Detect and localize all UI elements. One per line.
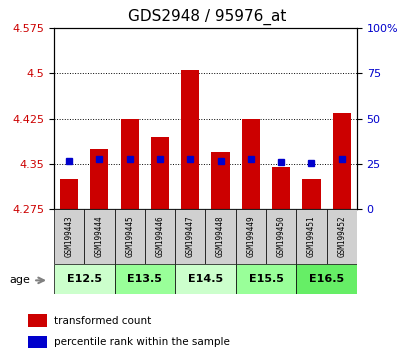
Bar	[151, 137, 169, 209]
Text: transformed count: transformed count	[54, 316, 151, 326]
Bar	[236, 209, 266, 264]
Bar	[296, 264, 357, 294]
Bar	[303, 179, 320, 209]
Bar	[175, 264, 236, 294]
Bar	[212, 152, 229, 209]
Bar	[242, 119, 260, 209]
Bar	[175, 209, 205, 264]
Text: GSM199451: GSM199451	[307, 216, 316, 257]
Bar	[28, 314, 47, 327]
Text: GSM199447: GSM199447	[186, 216, 195, 257]
Bar	[272, 167, 290, 209]
Bar	[60, 179, 78, 209]
Text: GDS2948 / 95976_at: GDS2948 / 95976_at	[128, 9, 287, 25]
Bar	[54, 209, 84, 264]
Bar	[333, 113, 351, 209]
Bar	[181, 70, 199, 209]
Text: GSM199448: GSM199448	[216, 216, 225, 257]
Bar	[28, 336, 47, 348]
Bar	[145, 209, 175, 264]
Text: GSM199450: GSM199450	[277, 216, 286, 257]
Bar	[266, 209, 296, 264]
Text: GSM199446: GSM199446	[156, 216, 164, 257]
Text: GSM199444: GSM199444	[95, 216, 104, 257]
Text: E12.5: E12.5	[67, 274, 102, 284]
Bar	[115, 209, 145, 264]
Text: age: age	[9, 275, 30, 285]
Text: E14.5: E14.5	[188, 274, 223, 284]
Bar	[236, 264, 296, 294]
Bar	[84, 209, 115, 264]
Bar	[296, 209, 327, 264]
Bar	[327, 209, 357, 264]
Bar	[115, 264, 175, 294]
Text: percentile rank within the sample: percentile rank within the sample	[54, 337, 230, 347]
Text: GSM199449: GSM199449	[247, 216, 255, 257]
Bar	[121, 119, 139, 209]
Text: GSM199452: GSM199452	[337, 216, 346, 257]
Bar	[90, 149, 108, 209]
Text: E13.5: E13.5	[127, 274, 162, 284]
Bar	[205, 209, 236, 264]
Bar	[54, 264, 115, 294]
Text: E16.5: E16.5	[309, 274, 344, 284]
Text: E15.5: E15.5	[249, 274, 283, 284]
Text: GSM199445: GSM199445	[125, 216, 134, 257]
Text: GSM199443: GSM199443	[65, 216, 73, 257]
